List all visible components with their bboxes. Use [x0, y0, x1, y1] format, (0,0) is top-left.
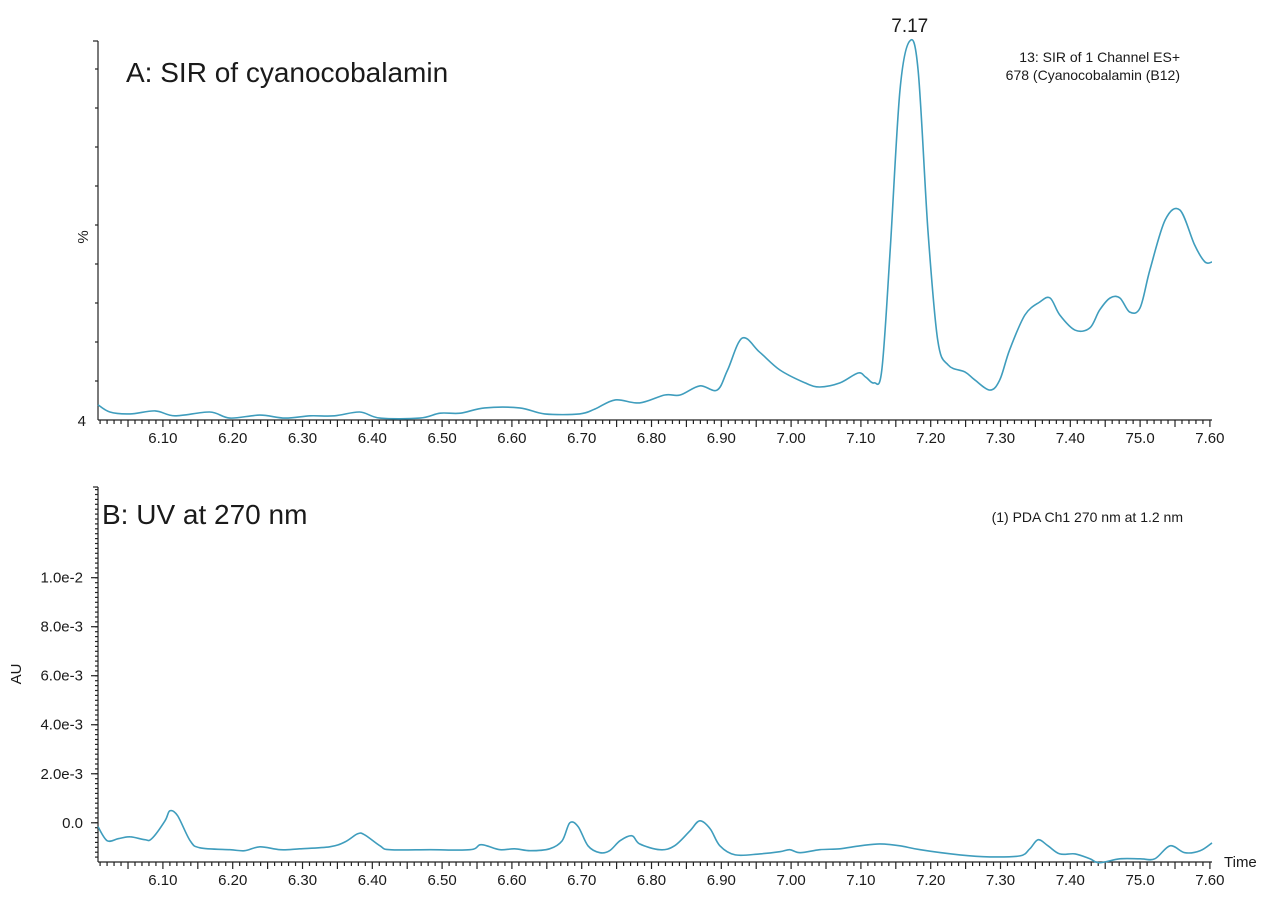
panel-a-axes: 6.10 6.20 6.30 6.40 6.50 6.60 6.70 6.80 6.90 7.00… — [93, 40, 1225, 447]
x-tick-label: 6.20 — [218, 872, 247, 889]
x-tick-label: 6.60 — [497, 872, 526, 889]
panel-b-trace — [97, 809, 1213, 864]
x-tick-label: 7.60 — [1195, 872, 1224, 889]
x-tick-label: 6.80 — [637, 872, 666, 889]
x-tick-label: 6.80 — [637, 430, 666, 447]
x-tick-label: 7.60 — [1195, 430, 1224, 447]
x-tick-label: 6.60 — [497, 430, 526, 447]
x-tick-label: 6.40 — [358, 430, 387, 447]
x-tick-label: 6.30 — [288, 872, 317, 889]
panel-b-x-axis-label: Time — [1224, 854, 1257, 871]
x-tick-label: 6.90 — [707, 872, 736, 889]
x-tick-label: 6.40 — [358, 872, 387, 889]
x-tick-label: 75.0 — [1126, 430, 1155, 447]
peak-label: 7.17 — [891, 16, 928, 37]
x-tick-label: 75.0 — [1126, 872, 1155, 889]
panel-a-annotation-line2: 678 (Cyanocobalamin (B12) — [1006, 67, 1180, 83]
y-tick-label: 0.0 — [62, 815, 83, 832]
x-tick-label: 6.10 — [148, 430, 177, 447]
x-tick-label: 6.50 — [428, 872, 457, 889]
y-tick-label: 8.0e-3 — [40, 619, 83, 636]
x-tick-label: 7.10 — [846, 872, 875, 889]
x-tick-label: 7.10 — [846, 430, 875, 447]
x-tick-label: 6.30 — [288, 430, 317, 447]
panel-a-y-tick-label: 4 — [78, 413, 86, 430]
x-tick-label: 6.90 — [707, 430, 736, 447]
x-tick-label: 6.70 — [567, 430, 596, 447]
panel-b-uv: B: UV at 270 nm (1) PDA Ch1 270 nm at 1.… — [8, 486, 1257, 889]
panel-a-y-axis-label: % — [75, 230, 92, 243]
x-tick-label: 6.10 — [148, 872, 177, 889]
y-tick-label: 1.0e-2 — [40, 570, 83, 587]
panel-b-title: B: UV at 270 nm — [102, 499, 307, 530]
x-tick-label: 7.00 — [777, 430, 806, 447]
panel-b-annotation: (1) PDA Ch1 270 nm at 1.2 nm — [992, 509, 1183, 525]
x-tick-label: 7.30 — [986, 872, 1015, 889]
x-tick-label: 7.40 — [1056, 872, 1085, 889]
x-tick-label: 7.30 — [986, 430, 1015, 447]
panel-a-trace — [97, 38, 1213, 420]
panel-b-y-axis-label: AU — [8, 664, 25, 685]
x-tick-label: 7.20 — [916, 430, 945, 447]
x-tick-label: 7.00 — [777, 872, 806, 889]
panel-a-annotation-line1: 13: SIR of 1 Channel ES+ — [1019, 49, 1180, 65]
panel-a-title: A: SIR of cyanocobalamin — [126, 57, 448, 88]
y-tick-label: 6.0e-3 — [40, 668, 83, 685]
y-tick-label: 4.0e-3 — [40, 717, 83, 734]
y-tick-label: 2.0e-3 — [40, 766, 83, 783]
x-tick-label: 7.40 — [1056, 430, 1085, 447]
panel-b-axes: 6.10 6.20 6.30 6.40 6.50 6.60 6.70 6.80 6.90 7.00… — [40, 486, 1225, 889]
panel-a-sir: A: SIR of cyanocobalamin 13: SIR of 1 Ch… — [75, 16, 1225, 447]
x-tick-label: 6.70 — [567, 872, 596, 889]
x-tick-label: 7.20 — [916, 872, 945, 889]
x-tick-label: 6.20 — [218, 430, 247, 447]
x-tick-label: 6.50 — [428, 430, 457, 447]
